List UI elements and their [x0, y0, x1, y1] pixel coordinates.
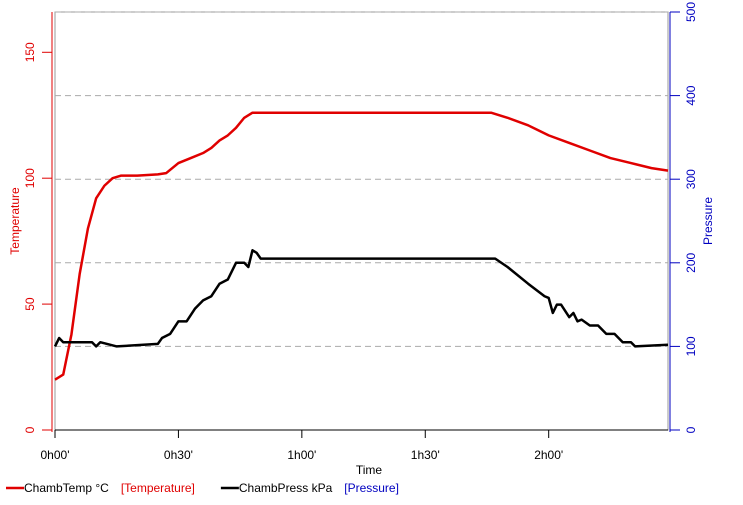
- x-tick-label: 0h00': [41, 448, 70, 462]
- x-tick-label: 0h30': [164, 448, 193, 462]
- legend-label: ChambTemp °C: [24, 481, 109, 495]
- legend-axis-tag: [Temperature]: [121, 481, 195, 495]
- x-tick-label: 1h00': [287, 448, 316, 462]
- y2-tick-label: 400: [684, 85, 698, 105]
- legend-axis-tag: [Pressure]: [344, 481, 399, 495]
- x-tick-label: 1h30': [411, 448, 440, 462]
- x-tick-label: 2h00': [534, 448, 563, 462]
- y2-tick-label: 300: [684, 169, 698, 189]
- series-line: [53, 249, 669, 348]
- legend-label: ChambPress kPa: [239, 481, 333, 495]
- series-line: [54, 111, 669, 381]
- y2-tick-label: 200: [684, 252, 698, 272]
- x-axis-label: Time: [356, 463, 383, 477]
- y-tick-label: 150: [23, 42, 37, 62]
- plot-frame: [54, 11, 669, 431]
- y-axis-label: Temperature: [8, 187, 22, 255]
- y-tick-label: 0: [23, 426, 37, 433]
- y-tick-label: 100: [23, 168, 37, 188]
- y2-tick-label: 500: [684, 2, 698, 22]
- y-tick-label: 50: [23, 297, 37, 311]
- y2-tick-label: 100: [684, 336, 698, 356]
- y2-axis-label: Pressure: [701, 197, 715, 245]
- y2-tick-label: 0: [684, 426, 698, 433]
